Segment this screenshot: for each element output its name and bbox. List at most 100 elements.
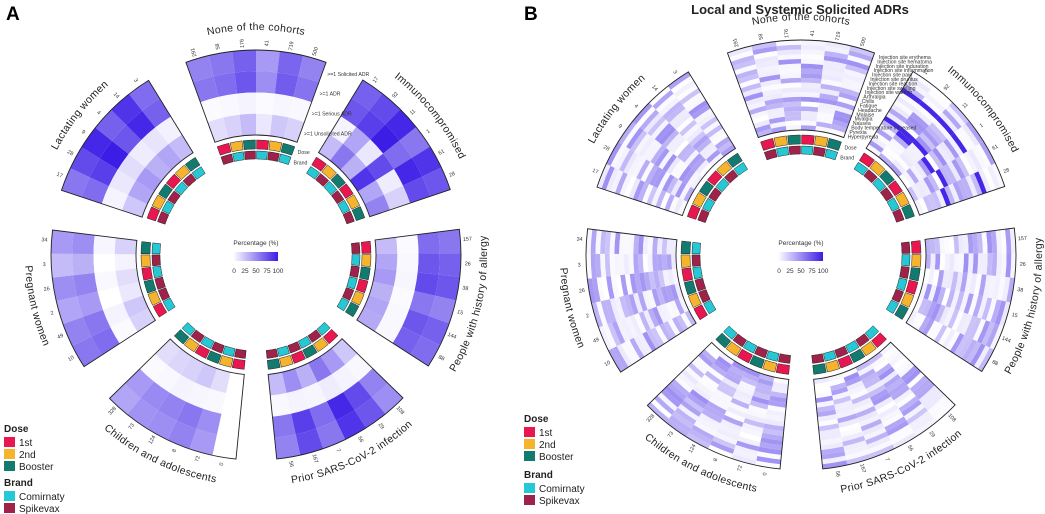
heatmap-cell xyxy=(822,69,845,79)
heatmap-cell xyxy=(913,418,937,437)
heatmap-cell xyxy=(746,101,766,111)
heatmap-cell xyxy=(629,273,638,294)
sample-size-label: 34 xyxy=(576,237,582,243)
brand-track-cell xyxy=(349,265,360,278)
brand-track-cell xyxy=(697,209,710,223)
dose-track-cell xyxy=(737,348,753,364)
heatmap-cell xyxy=(732,449,758,461)
heatmap-cell xyxy=(212,434,239,460)
heatmap-cell xyxy=(640,161,655,182)
heatmap-cell xyxy=(902,149,918,166)
heatmap-cell xyxy=(695,138,712,154)
sample-size-label: 92 xyxy=(943,84,951,92)
heatmap-cell xyxy=(72,232,95,255)
heatmap-cell xyxy=(801,63,824,70)
heatmap-cell xyxy=(909,375,928,393)
heatmap-cell xyxy=(668,196,680,213)
sample-size-label: 500 xyxy=(860,37,868,47)
dose-track-cell xyxy=(147,290,162,306)
heatmap-cell xyxy=(686,171,700,187)
heatmap-cell xyxy=(763,93,783,102)
heatmap-cell xyxy=(93,254,116,273)
heatmap-cell xyxy=(225,372,245,396)
heatmap-cell xyxy=(957,234,964,254)
heatmap-cell xyxy=(618,121,637,145)
heatmap-cell xyxy=(891,355,908,371)
heatmap-cell xyxy=(933,401,956,422)
outcome-row-label: Injection site pain xyxy=(872,73,912,79)
sample-size-label: 72 xyxy=(194,455,201,462)
heatmap-cell xyxy=(625,316,639,338)
sample-size-label: 28 xyxy=(1003,167,1011,175)
heatmap-cell xyxy=(56,296,83,324)
brand-track-cell xyxy=(154,276,166,290)
legend-label: 1st xyxy=(539,428,553,439)
heatmap-cell xyxy=(883,115,902,131)
dose-track-cell xyxy=(256,139,270,150)
brand-track-cell xyxy=(337,200,351,214)
heatmap-cell xyxy=(291,408,317,435)
heatmap-cell xyxy=(915,135,933,154)
heatmap-cell xyxy=(817,418,839,427)
brand-track-cell xyxy=(316,321,331,336)
sample-size-label: 2 xyxy=(585,313,590,320)
panel-b-letter: B xyxy=(524,4,538,25)
heatmap-cell xyxy=(169,374,195,402)
heatmap-cell xyxy=(942,307,955,327)
heatmap-cell xyxy=(930,302,942,321)
heatmap-cell xyxy=(868,140,884,153)
heatmap-cell xyxy=(685,127,704,144)
heatmap-cell xyxy=(863,376,881,389)
legend-swatch-2nd xyxy=(4,449,15,459)
heatmap-cell xyxy=(317,374,344,402)
heatmap-cell xyxy=(363,294,390,318)
legend-brand-title: Brand xyxy=(4,478,33,489)
heatmap-cell xyxy=(878,152,893,167)
heatmap-cell xyxy=(908,75,931,94)
heatmap-cell xyxy=(685,96,706,113)
dose-track-cell xyxy=(360,240,372,254)
heatmap-cell xyxy=(821,74,843,83)
brand-track-cell xyxy=(811,353,825,364)
heatmap-cell xyxy=(623,253,630,275)
heatmap-cell xyxy=(735,68,758,80)
sample-size-label: 108 xyxy=(946,413,957,424)
sample-size-label: 7 xyxy=(335,448,342,453)
heatmap-cell xyxy=(866,144,881,157)
dose-track-cell xyxy=(322,328,339,345)
heatmap-cell xyxy=(849,45,875,58)
brand-track-cell xyxy=(161,200,175,215)
heatmap-cell xyxy=(995,253,1002,277)
sample-size-label: 0 xyxy=(219,462,225,466)
heatmap-cell xyxy=(991,163,1005,188)
heatmap-cell xyxy=(816,121,833,129)
heatmap-cell xyxy=(256,113,273,136)
heatmap-cell xyxy=(801,73,823,80)
heatmap-cell xyxy=(660,303,672,321)
heatmap-cell xyxy=(884,416,907,432)
heatmap-cell xyxy=(924,153,940,172)
dose-track-cell xyxy=(895,191,910,208)
heatmap-cell xyxy=(744,367,761,378)
heatmap-cell xyxy=(270,392,292,417)
heatmap-cell xyxy=(50,253,74,278)
dose-track-cell xyxy=(858,152,875,168)
heatmap-cell xyxy=(716,355,732,369)
heatmap-cell xyxy=(870,355,886,369)
heatmap-cell xyxy=(99,140,129,170)
brand-track-cell xyxy=(162,297,176,312)
heatmap-cell xyxy=(755,382,773,392)
heatmap-cell xyxy=(671,411,694,429)
heatmap-cell xyxy=(963,151,979,174)
heatmap-cell xyxy=(902,171,916,187)
outcome-row-label: Nausea xyxy=(853,121,871,127)
heatmap-cell xyxy=(974,171,987,194)
heatmap-cell xyxy=(769,395,787,403)
outcome-row-label: Arthralgia xyxy=(863,95,885,101)
brand-track-cell xyxy=(872,177,887,192)
heatmap-cell xyxy=(841,78,864,89)
heatmap-cell xyxy=(819,93,839,102)
brand-track-cell xyxy=(692,266,703,280)
heatmap-cell xyxy=(948,183,960,204)
brand-track-cell xyxy=(174,181,189,196)
